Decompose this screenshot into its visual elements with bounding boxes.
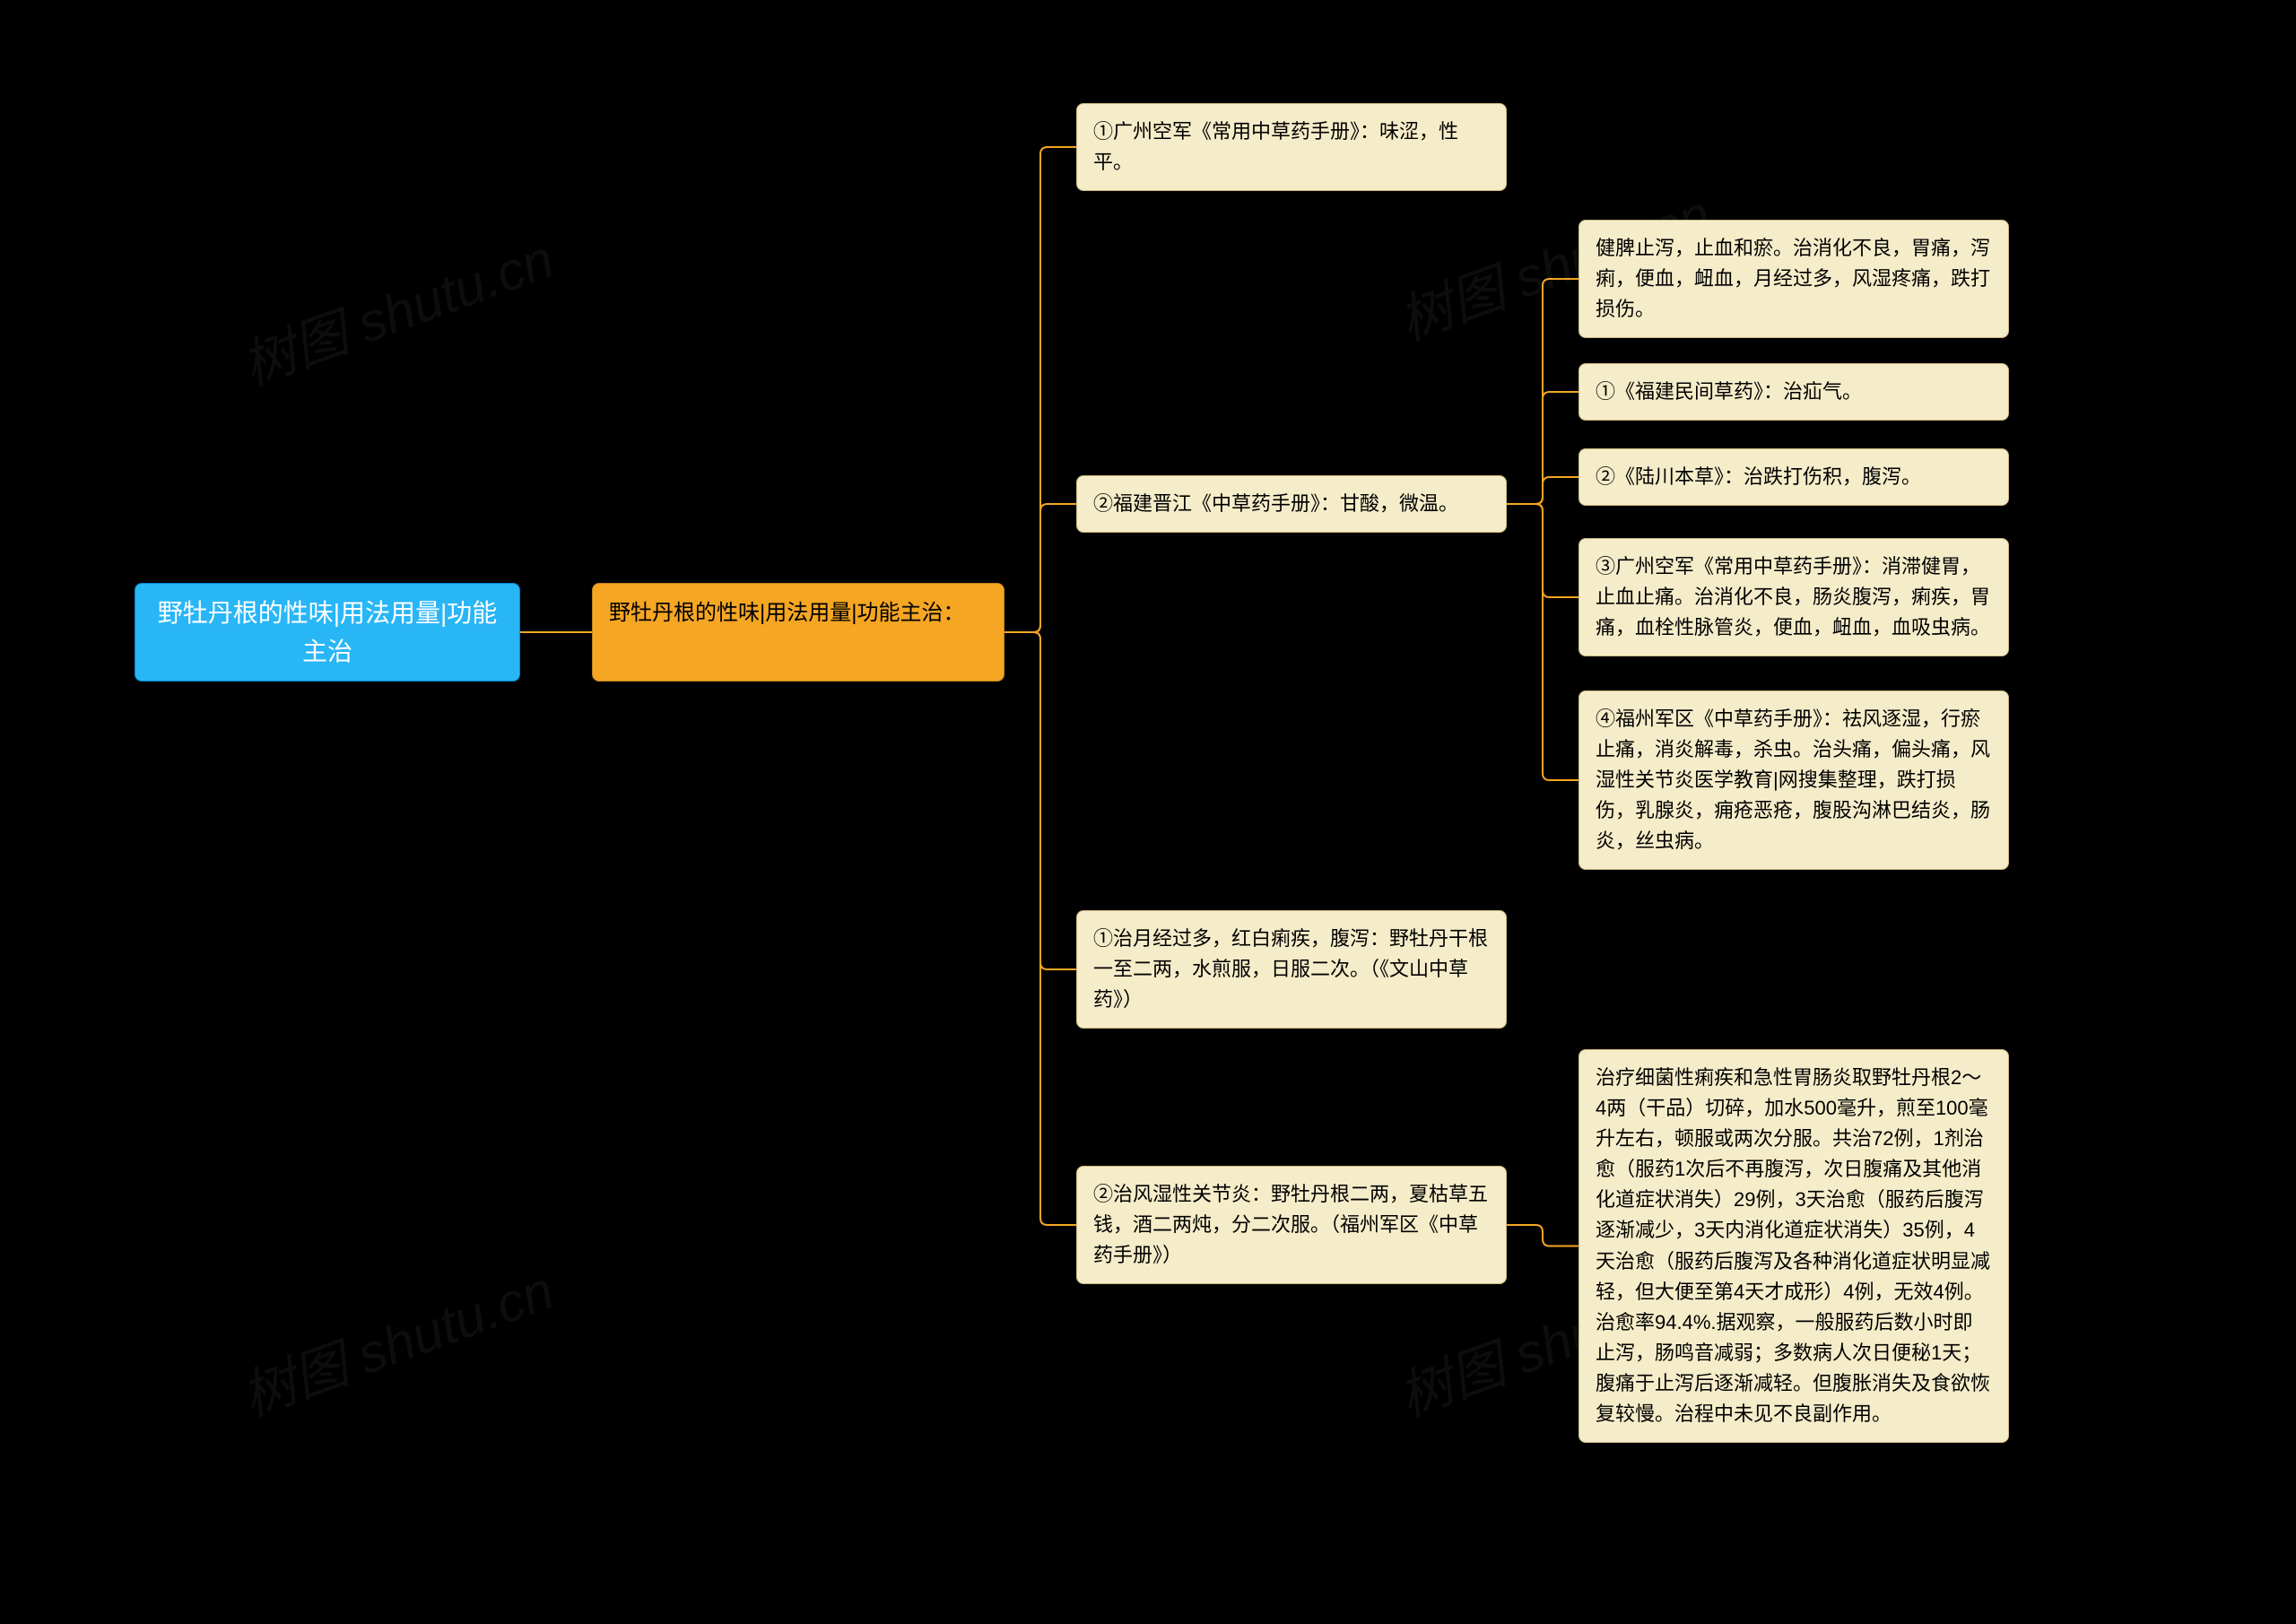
- node-label: 健脾止泻，止血和瘀。治消化不良，胃痛，泻痢，便血，衄血，月经过多，风湿疼痛，跌打…: [1596, 237, 1990, 320]
- node-label: ②治风湿性关节炎：野牡丹根二两，夏枯草五钱，酒二两炖，分二次服。（福州军区《中草…: [1093, 1183, 1488, 1266]
- mindmap-leaf-node[interactable]: 健脾止泻，止血和瘀。治消化不良，胃痛，泻痢，便血，衄血，月经过多，风湿疼痛，跌打…: [1578, 220, 2009, 338]
- mindmap-leaf-node[interactable]: ①《福建民间草药》：治疝气。: [1578, 363, 2009, 421]
- node-label: 治疗细菌性痢疾和急性胃肠炎取野牡丹根2～4两（干品）切碎，加水500毫升，煎至1…: [1596, 1066, 1990, 1425]
- node-label: ①治月经过多，红白痢疾，腹泻：野牡丹干根一至二两，水煎服，日服二次。（《文山中草…: [1093, 927, 1488, 1011]
- mindmap-leaf-node[interactable]: ②福建晋江《中草药手册》：甘酸，微温。: [1076, 475, 1507, 533]
- node-label: ①广州空军《常用中草药手册》：味涩，性平。: [1093, 120, 1458, 173]
- mindmap-root-node[interactable]: 野牡丹根的性味|用法用量|功能主治: [135, 583, 520, 682]
- mindmap-leaf-node[interactable]: ③广州空军《常用中草药手册》：消滞健胃，止血止痛。治消化不良，肠炎腹泻，痢疾，胃…: [1578, 538, 2009, 656]
- mindmap-branch-node[interactable]: 野牡丹根的性味|用法用量|功能主治：: [592, 583, 1004, 682]
- node-label: ②福建晋江《中草药手册》：甘酸，微温。: [1093, 492, 1458, 515]
- node-label: ①《福建民间草药》：治疝气。: [1596, 380, 1862, 403]
- watermark: 树图 shutu.cn: [230, 1246, 562, 1431]
- mindmap-leaf-node[interactable]: ①治月经过多，红白痢疾，腹泻：野牡丹干根一至二两，水煎服，日服二次。（《文山中草…: [1076, 910, 1507, 1029]
- node-label: ③广州空军《常用中草药手册》：消滞健胃，止血止痛。治消化不良，肠炎腹泻，痢疾，胃…: [1596, 555, 1990, 638]
- mindmap-leaf-node[interactable]: ②治风湿性关节炎：野牡丹根二两，夏枯草五钱，酒二两炖，分二次服。（福州军区《中草…: [1076, 1166, 1507, 1284]
- mindmap-leaf-node[interactable]: ①广州空军《常用中草药手册》：味涩，性平。: [1076, 103, 1507, 191]
- mindmap-leaf-node[interactable]: 治疗细菌性痢疾和急性胃肠炎取野牡丹根2～4两（干品）切碎，加水500毫升，煎至1…: [1578, 1049, 2009, 1443]
- watermark: 树图 shutu.cn: [230, 215, 562, 400]
- mindmap-leaf-node[interactable]: ②《陆川本草》：治跌打伤积，腹泻。: [1578, 448, 2009, 506]
- node-label: 野牡丹根的性味|用法用量|功能主治：: [609, 596, 964, 630]
- mindmap-leaf-node[interactable]: ④福州军区《中草药手册》：祛风逐湿，行瘀止痛，消炎解毒，杀虫。治头痛，偏头痛，风…: [1578, 690, 2009, 870]
- node-label: ④福州军区《中草药手册》：祛风逐湿，行瘀止痛，消炎解毒，杀虫。治头痛，偏头痛，风…: [1596, 708, 1990, 852]
- node-label: 野牡丹根的性味|用法用量|功能主治: [152, 594, 503, 672]
- node-label: ②《陆川本草》：治跌打伤积，腹泻。: [1596, 465, 1921, 488]
